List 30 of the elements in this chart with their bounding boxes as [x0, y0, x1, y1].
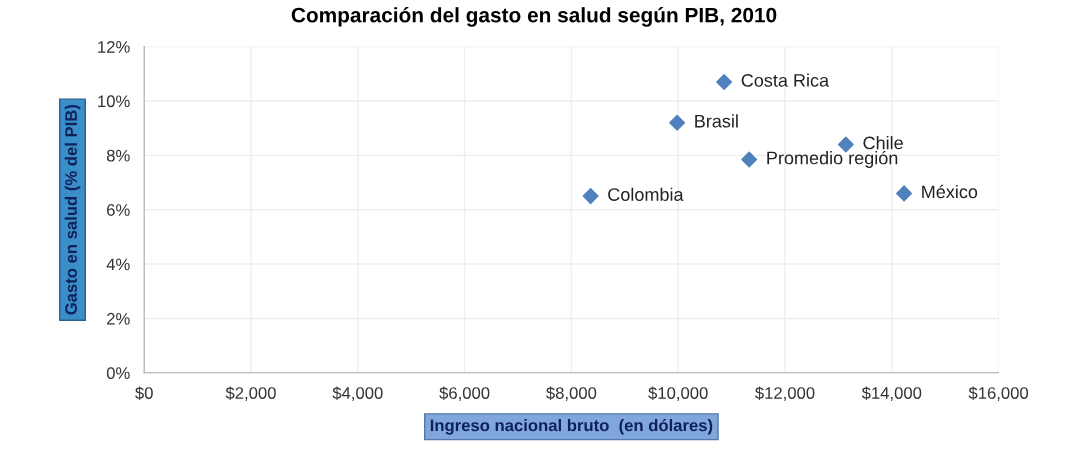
x-tick-label: $0	[135, 386, 153, 400]
y-tick-label: 4%	[106, 258, 130, 271]
annotation: Brasil	[695, 114, 738, 128]
point	[716, 73, 733, 90]
x-tick-label: $8,000	[546, 386, 597, 401]
x-tick-label: $4,000	[332, 386, 383, 401]
y-tick-label: 0%	[106, 367, 130, 379]
x-axis-title: Ingreso nacional bruto (en dólares)	[430, 418, 713, 435]
y-tick-label: 12%	[98, 41, 130, 53]
annotation: Chile	[863, 136, 903, 150]
x-tick-label: $14,000	[861, 386, 922, 401]
y-tick-label: 2%	[107, 312, 130, 325]
x-tick-label: $6,000	[439, 386, 490, 401]
annotation: Costa Rica	[741, 73, 830, 87]
point	[896, 185, 913, 202]
annotation: Promedio región	[767, 150, 898, 168]
point	[669, 114, 686, 131]
x-tick-label: $2,000	[225, 386, 276, 401]
point	[582, 188, 599, 205]
y-tick-label: 6%	[107, 204, 130, 216]
x-tick-label: $16,000	[968, 386, 1029, 401]
y-tick-label: 10%	[98, 95, 130, 108]
chart-title: Comparación del gasto en salud según PIB, 2010	[291, 6, 777, 27]
annotation: Colombia	[608, 187, 684, 201]
x-tick-label: $12,000	[755, 386, 815, 401]
y-axis-title: Gasto en salud (% del PIB)	[64, 104, 81, 315]
point	[741, 151, 758, 168]
y-tick-label: 8%	[106, 149, 130, 162]
annotation: México	[922, 184, 978, 199]
x-tick-label: $10,000	[648, 386, 708, 401]
